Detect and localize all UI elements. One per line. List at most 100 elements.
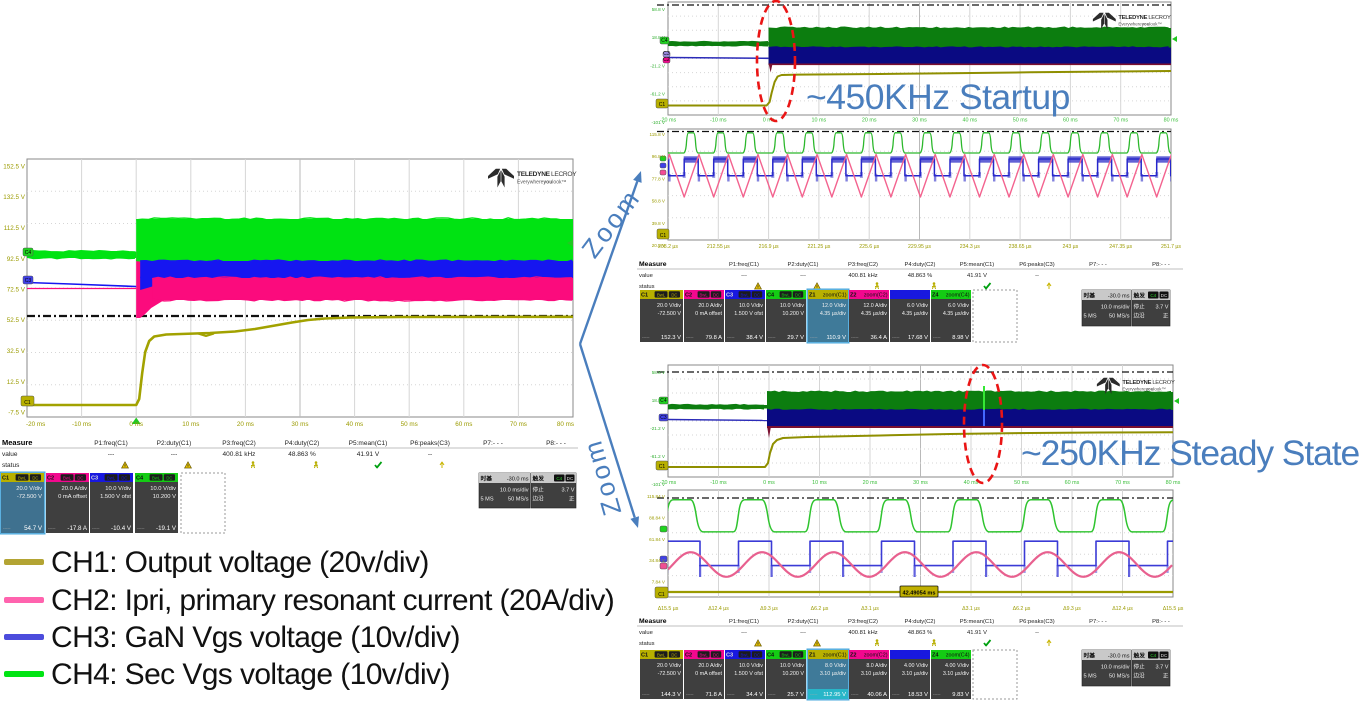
svg-text:正: 正 <box>569 496 575 503</box>
svg-text:3.10 µs/div: 3.10 µs/div <box>820 671 846 677</box>
svg-text:5 MS: 5 MS <box>481 497 494 503</box>
svg-text:Z2: Z2 <box>850 653 857 659</box>
svg-text:C2: C2 <box>685 293 692 299</box>
svg-text:-7.5 V: -7.5 V <box>8 410 26 417</box>
svg-text:Δ12.4 µs: Δ12.4 µs <box>1112 606 1133 612</box>
svg-text:Δ3.1 µs: Δ3.1 µs <box>962 606 980 612</box>
svg-text:1.500 V ofst: 1.500 V ofst <box>100 494 131 500</box>
svg-text:-----: ----- <box>810 692 818 697</box>
svg-text:P5:mean(C1): P5:mean(C1) <box>960 619 995 625</box>
svg-text:4.35 µs/div: 4.35 µs/div <box>820 311 846 317</box>
svg-text:-101 V: -101 V <box>651 120 665 125</box>
svg-text:40 ms: 40 ms <box>962 118 977 124</box>
svg-text:-101 V: -101 V <box>651 482 665 487</box>
svg-text:20.0 A/div: 20.0 A/div <box>698 663 722 669</box>
svg-text:-30.0 ms: -30.0 ms <box>1108 654 1130 660</box>
svg-text:247.35 µs: 247.35 µs <box>1109 244 1132 250</box>
svg-text:Z1: Z1 <box>809 293 816 299</box>
svg-text:1.500 V ofst: 1.500 V ofst <box>734 311 763 317</box>
svg-text:zoom(C4): zoom(C4) <box>946 293 970 299</box>
svg-text:20.0 A/div: 20.0 A/div <box>62 486 88 492</box>
svg-text:---: --- <box>800 273 806 279</box>
svg-text:-----: ----- <box>933 335 941 340</box>
svg-text:-----: ----- <box>686 335 694 340</box>
svg-text:29.7 V: 29.7 V <box>787 335 804 341</box>
svg-text:C3: C3 <box>663 51 670 57</box>
svg-text:zoom(C1): zoom(C1) <box>823 653 847 659</box>
svg-text:32.5 V: 32.5 V <box>7 348 26 355</box>
svg-text:71.8 A: 71.8 A <box>706 692 723 698</box>
svg-text:20 ms: 20 ms <box>862 118 877 124</box>
svg-text:-10 ms: -10 ms <box>710 480 727 486</box>
svg-text:234.3 µs: 234.3 µs <box>960 244 980 250</box>
svg-text:C4: C4 <box>660 398 667 404</box>
svg-text:C4: C4 <box>1150 293 1156 298</box>
svg-text:38.4 V: 38.4 V <box>746 335 763 341</box>
svg-text:Z3: Z3 <box>891 653 898 659</box>
svg-text:58.8 V: 58.8 V <box>652 370 666 375</box>
svg-text:Δ6.2 µs: Δ6.2 µs <box>811 606 829 612</box>
svg-text:50 ms: 50 ms <box>1014 480 1029 486</box>
svg-text:4.00 V/div: 4.00 V/div <box>945 663 969 669</box>
svg-text:Everywhereyoulook™: Everywhereyoulook™ <box>1118 22 1161 27</box>
svg-text:时基: 时基 <box>481 475 493 483</box>
svg-text:-----: ----- <box>851 692 859 697</box>
svg-text:42.49054 ms: 42.49054 ms <box>903 591 936 597</box>
svg-text:BwL: BwL <box>741 652 750 657</box>
svg-text:P6:peaks(C3): P6:peaks(C3) <box>1019 262 1055 268</box>
svg-text:3.10 µs/div: 3.10 µs/div <box>943 671 969 677</box>
svg-text:Z4: Z4 <box>932 293 939 299</box>
svg-text:7.84 V: 7.84 V <box>652 580 666 585</box>
svg-text:34.84 V: 34.84 V <box>649 558 666 563</box>
svg-text:115.84 V: 115.84 V <box>647 494 666 499</box>
svg-text:60 ms: 60 ms <box>1063 118 1078 124</box>
svg-text:value: value <box>2 451 18 458</box>
svg-text:10.200 V: 10.200 V <box>153 494 176 500</box>
svg-text:-----: ----- <box>810 335 818 340</box>
svg-text:-----: ----- <box>768 335 776 340</box>
svg-text:---: --- <box>741 273 747 279</box>
svg-text:96.8 V: 96.8 V <box>652 154 666 159</box>
svg-text:zoom(C2): zoom(C2) <box>864 293 888 299</box>
svg-text:-----: ----- <box>892 692 900 697</box>
svg-text:221.25 µs: 221.25 µs <box>807 244 830 250</box>
svg-text:P8:- - -: P8:- - - <box>1152 619 1170 625</box>
svg-text:4.35 µs/div: 4.35 µs/div <box>943 311 969 317</box>
svg-text:C1: C1 <box>24 400 31 406</box>
svg-text:9.83 V: 9.83 V <box>952 692 969 698</box>
svg-text:Δ12.4 µs: Δ12.4 µs <box>708 606 729 612</box>
svg-text:P1:freq(C1): P1:freq(C1) <box>729 619 759 625</box>
svg-text:-----: ----- <box>686 692 694 697</box>
svg-text:1.500 V ofst: 1.500 V ofst <box>734 671 763 677</box>
svg-text:3.10 µs/div: 3.10 µs/div <box>902 671 928 677</box>
svg-text:Δ15.5 µs: Δ15.5 µs <box>658 606 679 612</box>
svg-text:C3: C3 <box>726 653 733 659</box>
svg-text:-30.0 ms: -30.0 ms <box>507 477 529 483</box>
svg-text:10 ms: 10 ms <box>812 118 827 124</box>
svg-text:243 µs: 243 µs <box>1063 244 1079 250</box>
svg-text:---: --- <box>741 630 747 636</box>
svg-text:10 ms: 10 ms <box>182 421 199 428</box>
svg-text:DC: DC <box>795 292 801 297</box>
svg-text:时基: 时基 <box>1084 292 1096 300</box>
svg-text:0 mA offset: 0 mA offset <box>695 671 722 677</box>
svg-text:停止: 停止 <box>1134 303 1146 311</box>
svg-text:DC: DC <box>77 475 83 480</box>
svg-text:400.81 kHz: 400.81 kHz <box>848 273 877 279</box>
svg-text:-19.1 V: -19.1 V <box>156 525 177 532</box>
svg-text:DC: DC <box>671 292 677 297</box>
svg-text:Z2: Z2 <box>850 293 857 299</box>
svg-text:41.91 V: 41.91 V <box>967 630 987 636</box>
svg-text:P7:- - -: P7:- - - <box>1089 262 1107 268</box>
svg-text:C4: C4 <box>1150 653 1156 658</box>
svg-text:152.3 V: 152.3 V <box>661 335 681 341</box>
svg-text:--: -- <box>1035 273 1039 279</box>
svg-text:30 ms: 30 ms <box>291 421 308 428</box>
svg-text:34.4 V: 34.4 V <box>746 692 763 698</box>
svg-text:BwL: BwL <box>741 292 750 297</box>
svg-text:BwL: BwL <box>700 652 709 657</box>
svg-text:Measure: Measure <box>639 618 667 625</box>
svg-text:C1: C1 <box>641 653 648 659</box>
svg-text:18.53 V: 18.53 V <box>908 692 928 698</box>
svg-text:-20 ms: -20 ms <box>660 480 677 486</box>
